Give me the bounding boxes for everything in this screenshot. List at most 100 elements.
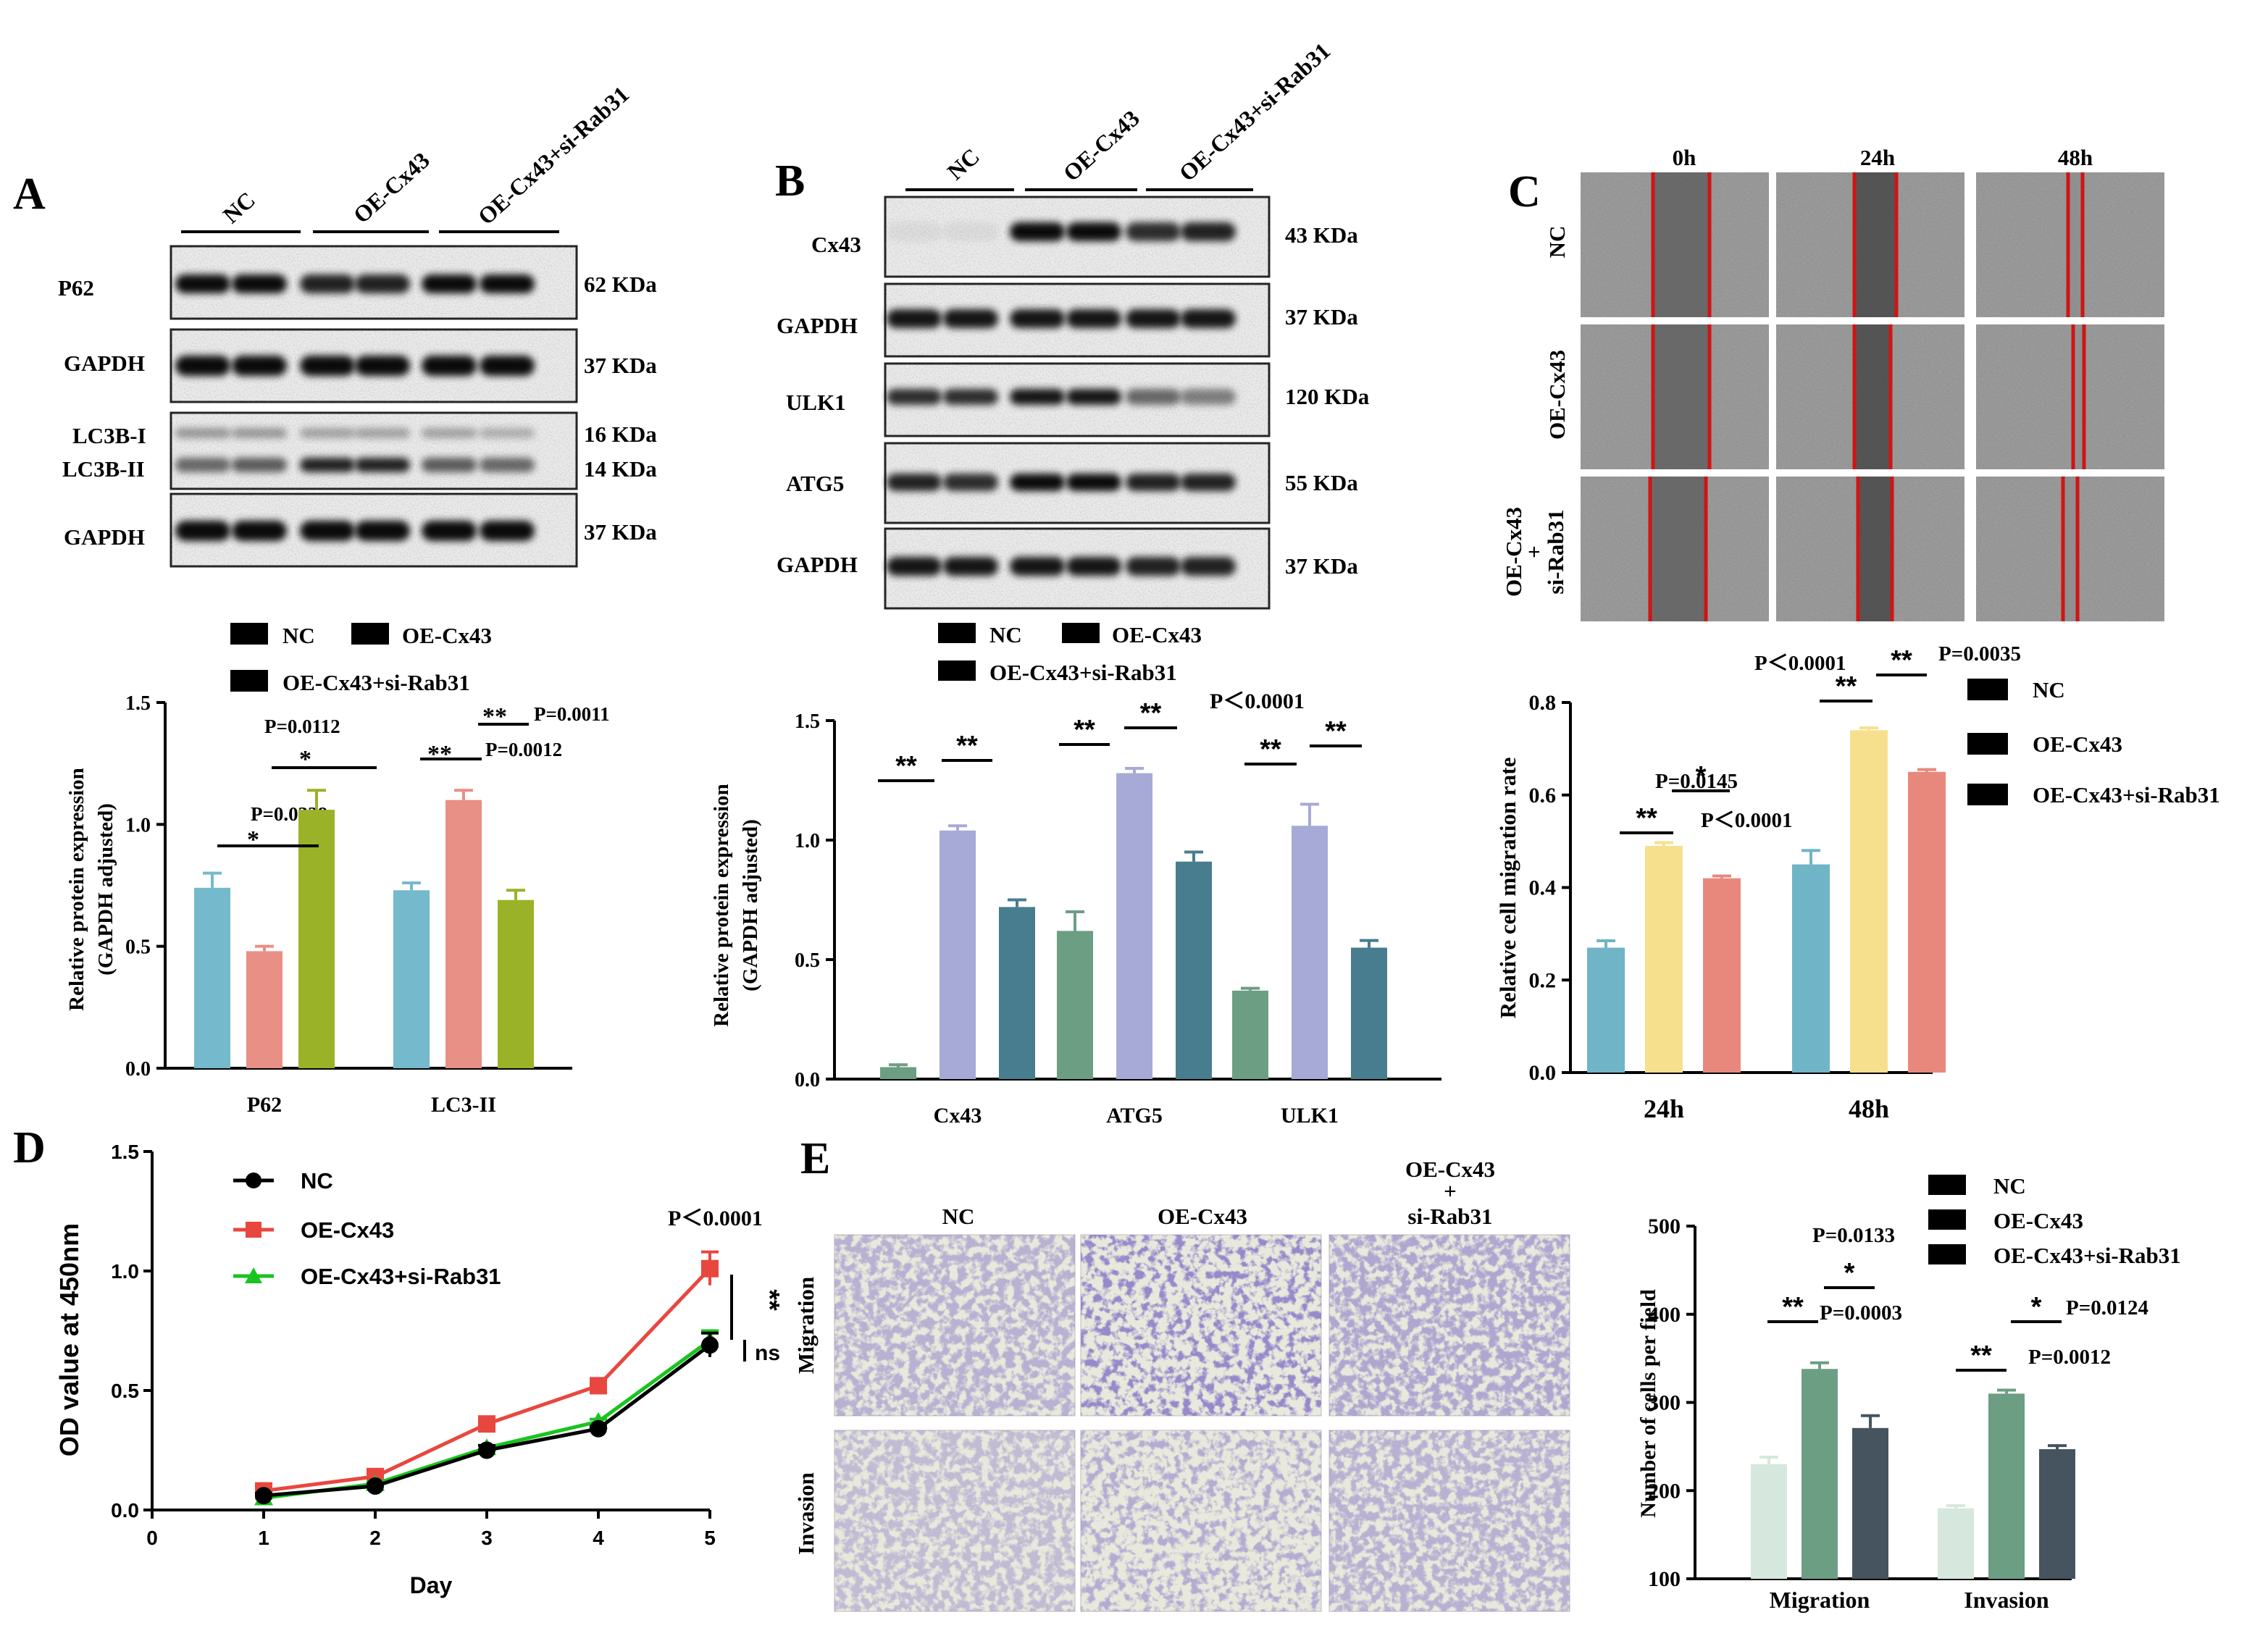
legend-c-swatch-oe-si — [1967, 784, 2008, 805]
blotA-strips-band — [480, 274, 535, 293]
blot-a-row-label-2b: LC3B-II — [62, 456, 145, 482]
chartC-bar-48h-2 — [1908, 771, 1946, 1073]
wound-col-24h: 24h — [1860, 145, 1895, 170]
chartB-ytick: 0.0 — [795, 1069, 820, 1091]
wound-col-0h: 0h — [1673, 145, 1696, 170]
legend-a-label-oe: OE-Cx43 — [402, 623, 492, 648]
legend-e-label-nc: NC — [1993, 1173, 2026, 1199]
transwell-col-oe-si-2: + — [1444, 1178, 1457, 1204]
chartC-ytick: 0.6 — [1529, 784, 1557, 807]
blot-a-group-nc: NC — [218, 187, 260, 229]
chartC-ytick: 0.8 — [1529, 691, 1557, 715]
chartE-sig: * — [2031, 1292, 2042, 1322]
chart-a-annot-p2: P=0.0112 — [264, 716, 340, 737]
blotB-strips-band — [1126, 222, 1181, 241]
blot-a-group-oe: OE-Cx43 — [348, 147, 435, 228]
chartC-bar-24h-0 — [1587, 947, 1625, 1073]
wound-col-48h: 48h — [2058, 145, 2093, 170]
wound-row-oe-si-3: si-Rab31 — [1543, 509, 1568, 594]
blotA-strips-band — [232, 274, 287, 293]
blot-b-row-label-4: GAPDH — [777, 552, 858, 577]
chart-d-point-nc — [701, 1336, 719, 1354]
chartC-ytick: 0.4 — [1529, 876, 1557, 900]
panel-letter-e: E — [800, 1134, 830, 1183]
chartE-ytick: 100 — [1648, 1567, 1681, 1591]
chartB-sig: ** — [895, 751, 917, 781]
blotA-strips-band — [175, 458, 230, 472]
legend-e-swatch-oe — [1928, 1209, 1966, 1230]
chart-c-ylabel: Relative cell migration rate — [1495, 758, 1520, 1019]
blotB-strips-band — [887, 474, 942, 491]
blotA-strips-band — [175, 274, 230, 293]
blot-a-row-label-0: P62 — [58, 275, 94, 301]
chartB-sig: ** — [956, 731, 978, 761]
blot-b-row-label-1: GAPDH — [777, 313, 858, 338]
chart-d-ytick: 1.5 — [111, 1141, 139, 1163]
chartE-sig: * — [1844, 1258, 1855, 1288]
blotB-strips-band — [1181, 309, 1236, 328]
blotA-strips-band — [480, 356, 535, 376]
chartB-ytick: 0.5 — [795, 949, 820, 972]
chartE-ytick: 300 — [1648, 1391, 1681, 1415]
blotB-strips-band — [887, 557, 942, 576]
chart-c: NC OE-Cx43 OE-Cx43+si-Rab31 Relative cel… — [1495, 642, 2220, 1123]
chartB-bar-ATG5-1 — [1116, 773, 1152, 1079]
blot-a-row-label-2: LC3B-I — [72, 423, 146, 448]
legend-e-swatch-nc — [1928, 1175, 1966, 1195]
blotB-strips-band — [1066, 557, 1121, 576]
wound-row-oe-si-2: + — [1521, 545, 1547, 558]
chart-a: NC OE-Cx43 OE-Cx43+si-Rab31 Relative pro… — [65, 623, 610, 1117]
blotB-strips-band — [1010, 389, 1065, 405]
chartA-ytick: 1.5 — [125, 692, 151, 715]
chart-a-annot-p3: P=0.0011 — [534, 703, 610, 725]
blot-a-kda-0: 62 KDa — [584, 272, 657, 297]
blotB-strips-band — [1181, 389, 1236, 405]
chart-a-legend: NC OE-Cx43 OE-Cx43+si-Rab31 — [230, 623, 492, 695]
chart-e-annot-p2: P=0.0003 — [1820, 1301, 1902, 1325]
chart-a-annot-star1: ** — [427, 741, 452, 768]
chartC-xlabel-0: 24h — [1644, 1094, 1684, 1123]
chart-e-annot-p3: P=0.0124 — [2066, 1296, 2148, 1320]
blot-b-group-oe: OE-Cx43 — [1058, 105, 1145, 186]
blotB-strips-band — [1126, 557, 1181, 576]
chartB-bar-Cx43-2 — [999, 907, 1035, 1079]
chart-c-annot-p2: P＜0.0001 — [1701, 809, 1792, 832]
chartC-bar-48h-0 — [1792, 864, 1830, 1073]
chart-d-xtick: 4 — [593, 1527, 604, 1549]
blot-b-kda-1: 37 KDa — [1285, 304, 1358, 330]
blotA-strips-band — [175, 521, 230, 541]
blotA-strips-band — [175, 428, 230, 438]
blot-a: NC OE-Cx43 OE-Cx43+si-Rab31 P62 GAPDH LC… — [58, 81, 657, 568]
chartC-sig: ** — [1636, 803, 1657, 834]
blot-b-row-label-2: ULK1 — [786, 390, 846, 415]
chart-d-xtick: 0 — [146, 1527, 158, 1549]
chartA-bar-P62-1 — [246, 951, 283, 1068]
legend-d-label-nc: NC — [301, 1168, 333, 1194]
chart-d-point-nc — [367, 1477, 384, 1495]
chart-e-legend: NC OE-Cx43 OE-Cx43+si-Rab31 — [1928, 1173, 2181, 1268]
chart-b-ylabel2: (GAPDH adjusted) — [739, 819, 762, 991]
blot-a-group-oe-si: OE-Cx43+si-Rab31 — [473, 81, 635, 230]
legend-e-label-oe-si: OE-Cx43+si-Rab31 — [1993, 1243, 2181, 1268]
blotB-strips-band — [1066, 309, 1121, 328]
blotB-strips-band — [1010, 557, 1065, 576]
chart-c-annot-p3: P＜0.0001 — [1754, 652, 1846, 675]
chartE-bar-Migration-1 — [1802, 1369, 1838, 1579]
legend-a-swatch-oe — [351, 623, 389, 645]
chart-c-annot-p4: P=0.0035 — [1938, 642, 2021, 666]
chartE-bar-Invasion-0 — [1938, 1508, 1974, 1579]
legend-a-label-nc: NC — [283, 623, 315, 648]
legend-c-swatch-oe — [1967, 733, 2008, 755]
legend-c-label-oe: OE-Cx43 — [2033, 731, 2122, 757]
blotB-strips-band — [887, 309, 942, 328]
chart-e-ylabel: Number of cells per field — [1636, 1289, 1660, 1518]
chart-d-xtick: 3 — [481, 1527, 493, 1549]
chartA-xlabel-1: LC3-II — [431, 1093, 496, 1117]
transwell-row-migration: Migration — [793, 1277, 819, 1374]
chart-d-xtick: 5 — [704, 1527, 716, 1549]
blotA-strips-band — [422, 458, 477, 472]
blot-b: NC OE-Cx43 OE-Cx43+si-Rab31 Cx43 GAPDH U… — [777, 38, 1370, 610]
legend-a-swatch-nc — [230, 623, 268, 645]
chartC-bar-24h-1 — [1645, 846, 1683, 1073]
blotA-strips-band — [300, 458, 355, 472]
